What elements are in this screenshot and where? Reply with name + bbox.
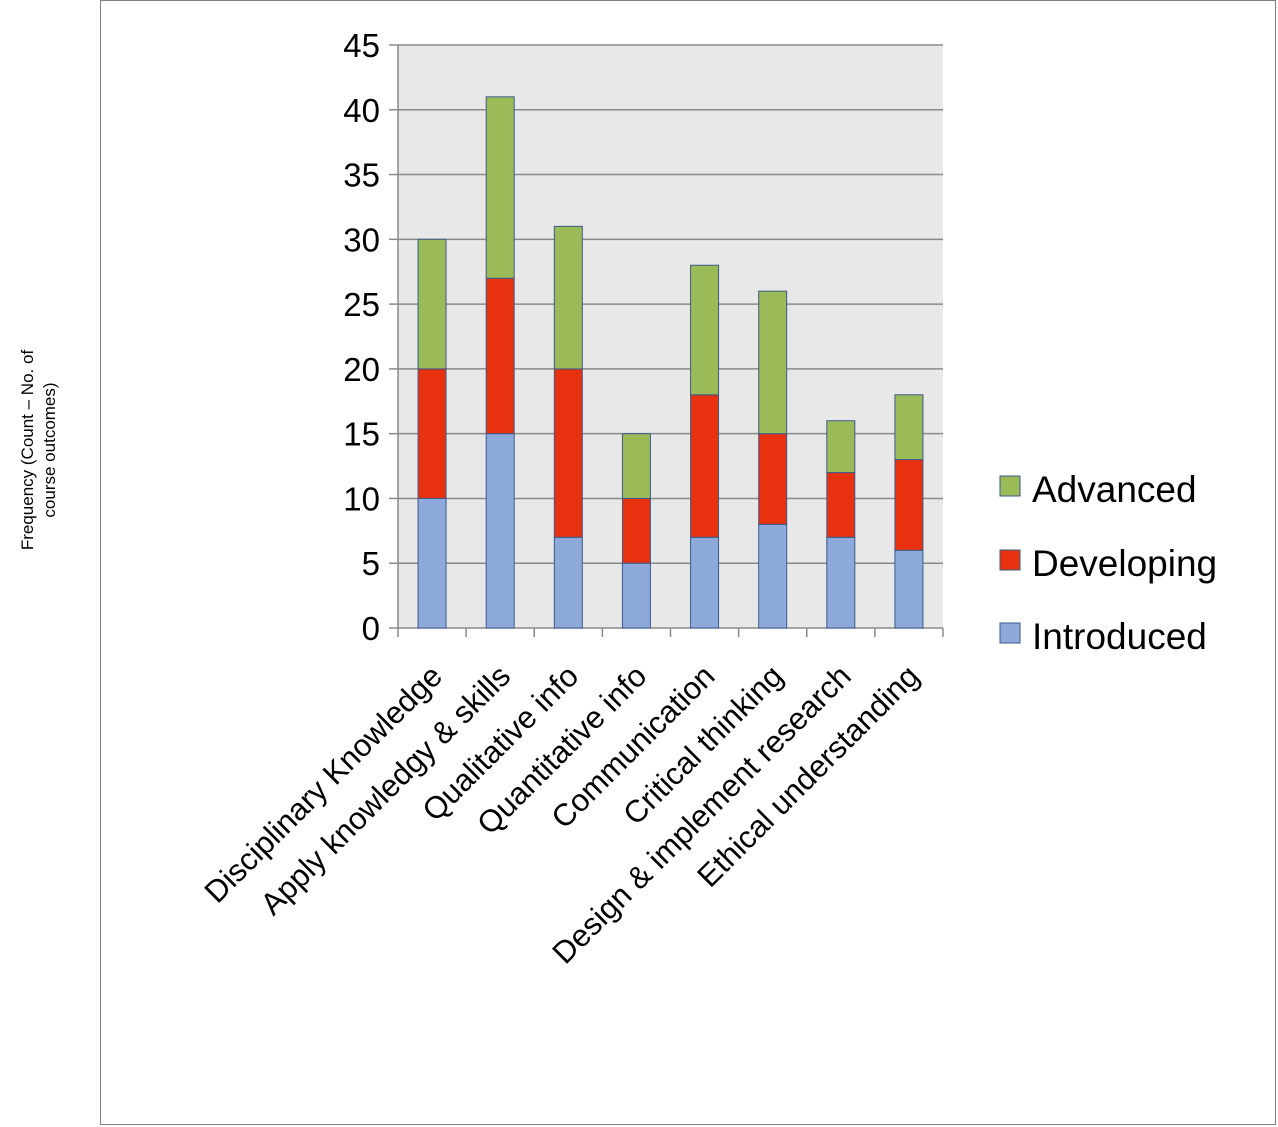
y-axis-label: Frequency (Count – No. of course outcome… [8,170,68,730]
bar-advanced [826,420,856,474]
bar-introduced [621,562,651,629]
bar-advanced [553,225,583,370]
bar-introduced [690,536,720,629]
bar-introduced [553,536,583,629]
y-tick-label: 15 [343,416,380,453]
bar-developing [758,433,788,525]
y-tick-label: 20 [343,351,380,388]
bar-developing [417,368,447,499]
bar-introduced [485,433,515,629]
y-axis-label-line-2: course outcomes) [40,382,59,517]
legend-swatch-introduced [999,622,1021,644]
bar-advanced [894,394,924,461]
bar-developing [826,472,856,538]
bar-developing [485,277,515,435]
bar-developing [621,497,651,564]
bar-advanced [690,264,720,396]
bar-introduced [417,497,447,629]
bar-introduced [894,549,924,629]
bar-advanced [758,290,788,435]
y-tick-label: 30 [343,221,380,258]
legend-label-advanced: Advanced [1032,469,1197,510]
y-tick-label: 35 [343,157,380,194]
bar-developing [894,459,924,551]
y-tick-label: 10 [343,480,380,517]
bar-developing [690,394,720,538]
y-tick-label: 40 [343,92,380,129]
bar-advanced [485,96,515,279]
legend-label-introduced: Introduced [1032,616,1207,657]
legend-swatch-advanced [999,475,1021,497]
y-axis-label-line-1: Frequency (Count – No. of [18,350,37,551]
y-tick-label: 25 [343,286,380,323]
bar-introduced [826,536,856,629]
y-tick-label: 5 [362,545,380,582]
legend-swatch-developing [999,549,1021,571]
chart-frame [100,0,1276,1125]
y-tick-label: 45 [343,27,380,64]
plot-area [398,45,943,628]
bar-introduced [758,523,788,629]
bar-developing [553,368,583,538]
bar-advanced [621,433,651,499]
bar-advanced [417,238,447,370]
legend-label-developing: Developing [1032,543,1217,584]
y-tick-label: 0 [362,610,380,647]
